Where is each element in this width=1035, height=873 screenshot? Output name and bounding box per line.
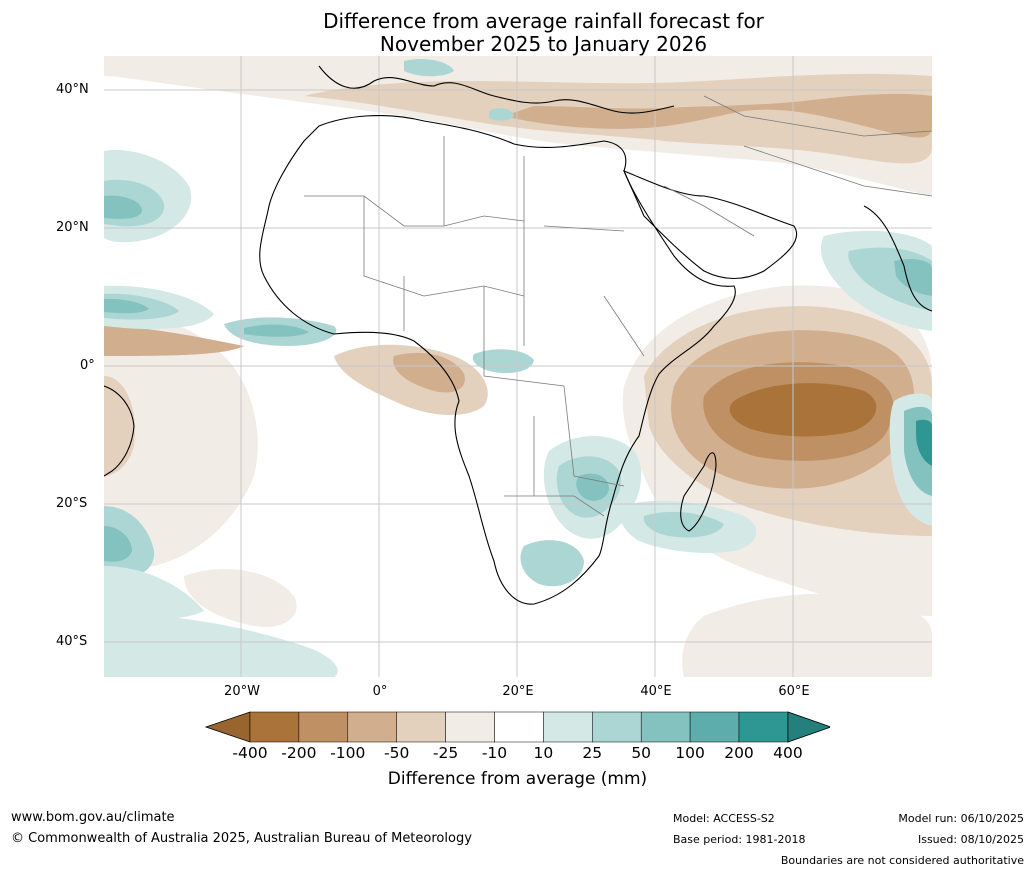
- gulf-wet-core: [244, 324, 309, 337]
- aegean-wet: [489, 108, 514, 121]
- issued-date: Issued: 08/10/2025: [917, 833, 1024, 846]
- lon-label-40e: 40°E: [640, 684, 672, 699]
- south-atlantic-patch: [184, 568, 297, 627]
- colorbar-tick-label: 10: [533, 744, 554, 762]
- southern-africa-wet-core: [576, 473, 609, 501]
- colorbar-segment: [494, 711, 544, 743]
- model-run-date: Model run: 06/10/2025: [898, 812, 1024, 825]
- country-borders: [304, 95, 932, 517]
- lat-label-20s: 20°S: [56, 496, 88, 511]
- colorbar-tick-label: -100: [330, 744, 366, 762]
- tropical-atlantic-wet-core: [104, 298, 149, 314]
- copyright-text: © Commonwealth of Australia 2025, Austra…: [11, 831, 472, 846]
- southwest-atlantic-wet-core: [104, 526, 132, 562]
- lat-label-40n: 40°N: [56, 82, 89, 97]
- indian-ocean-dry-peak: [729, 383, 877, 437]
- colorbar-tick-label: -50: [384, 744, 410, 762]
- colorbar-segment: [689, 711, 740, 743]
- atlantic-equator-dry: [104, 326, 244, 356]
- colorbar-tick-label: 400: [773, 744, 803, 762]
- north-atlantic-wet-core: [104, 195, 142, 219]
- south-africa-wet: [520, 540, 584, 587]
- lat-label-20n: 20°N: [56, 220, 89, 235]
- colorbar-segment: [347, 711, 397, 743]
- south-america-coastline: [104, 385, 135, 477]
- colorbar-segment: [592, 711, 642, 743]
- lat-label-40s: 40°S: [56, 634, 88, 649]
- wetter-than-average-regions: [104, 59, 932, 677]
- congo-wet: [472, 349, 534, 374]
- colorbar-extend-high: [787, 711, 830, 743]
- drier-than-average-regions: [104, 56, 932, 677]
- africa-coastline: [259, 115, 736, 605]
- colorbar-segment: [543, 711, 593, 743]
- south-atlantic-wet-band: [104, 615, 338, 677]
- base-period: Base period: 1981-2018: [673, 833, 806, 846]
- colorbar-segment: [738, 711, 789, 743]
- website-link[interactable]: www.bom.gov.au/climate: [11, 810, 175, 825]
- colorbar-segment: [445, 711, 495, 743]
- arabia-coastline: [622, 169, 798, 279]
- south-atlantic-wet-outer: [104, 566, 204, 620]
- lon-label-20w: 20°W: [224, 684, 260, 699]
- arabian-sea-wet-core: [894, 258, 932, 296]
- graticule: [104, 56, 932, 677]
- colorbar-tick-label: -400: [232, 744, 268, 762]
- lon-label-0: 0°: [372, 684, 388, 699]
- colorbar-tick-label: -10: [481, 744, 508, 762]
- madagascar-channel-wet-mid: [643, 511, 724, 538]
- india-coastline: [863, 205, 932, 312]
- colorbar-tick-label: -200: [281, 744, 317, 762]
- lon-label-20e: 20°E: [502, 684, 534, 699]
- model-name: Model: ACCESS-S2: [673, 812, 775, 825]
- south-indian-dry: [682, 593, 932, 677]
- colorbar-title: Difference from average (mm): [387, 769, 648, 789]
- colorbar-segment: [396, 711, 446, 743]
- map-title: Difference from average rainfall forecas…: [0, 10, 1035, 56]
- lon-label-60e: 60°E: [778, 684, 810, 699]
- colorbar-tick-label: 25: [582, 744, 603, 762]
- coastlines: [104, 65, 932, 605]
- colorbar: [205, 711, 830, 743]
- madagascar-coastline: [680, 452, 717, 532]
- boundaries-disclaimer: Boundaries are not considered authoritat…: [780, 854, 1024, 867]
- colorbar-segment: [249, 711, 300, 743]
- title-line-1: Difference from average rainfall forecas…: [323, 9, 764, 33]
- colorbar-tick-label: 100: [675, 744, 705, 762]
- lat-label-0: 0°: [80, 358, 95, 373]
- colorbar-extend-low: [205, 711, 251, 743]
- europe-coastline: [318, 65, 675, 114]
- colorbar-segment: [298, 711, 349, 743]
- colorbar-tick-label: 50: [631, 744, 652, 762]
- colorbar-tick-label: -25: [432, 744, 459, 762]
- colorbar-segment: [640, 711, 691, 743]
- middle-east-dry: [504, 93, 932, 138]
- rainfall-anomaly-map: [104, 56, 932, 677]
- gulf-guinea-dry: [393, 352, 465, 393]
- east-indian-ocean-wet-core: [916, 419, 932, 466]
- mediterranean-wet: [404, 59, 454, 77]
- title-line-2: November 2025 to January 2026: [379, 32, 708, 56]
- colorbar-tick-label: 200: [724, 744, 754, 762]
